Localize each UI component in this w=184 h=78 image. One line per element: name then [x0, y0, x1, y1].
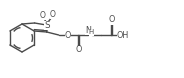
Text: OH: OH — [117, 30, 129, 39]
Text: N: N — [85, 26, 91, 35]
Text: O: O — [108, 16, 114, 24]
Text: S: S — [44, 21, 50, 30]
Text: O: O — [50, 10, 56, 19]
Text: O: O — [65, 30, 71, 39]
Text: O: O — [40, 11, 46, 20]
Text: H: H — [89, 29, 94, 35]
Text: O: O — [75, 45, 81, 55]
